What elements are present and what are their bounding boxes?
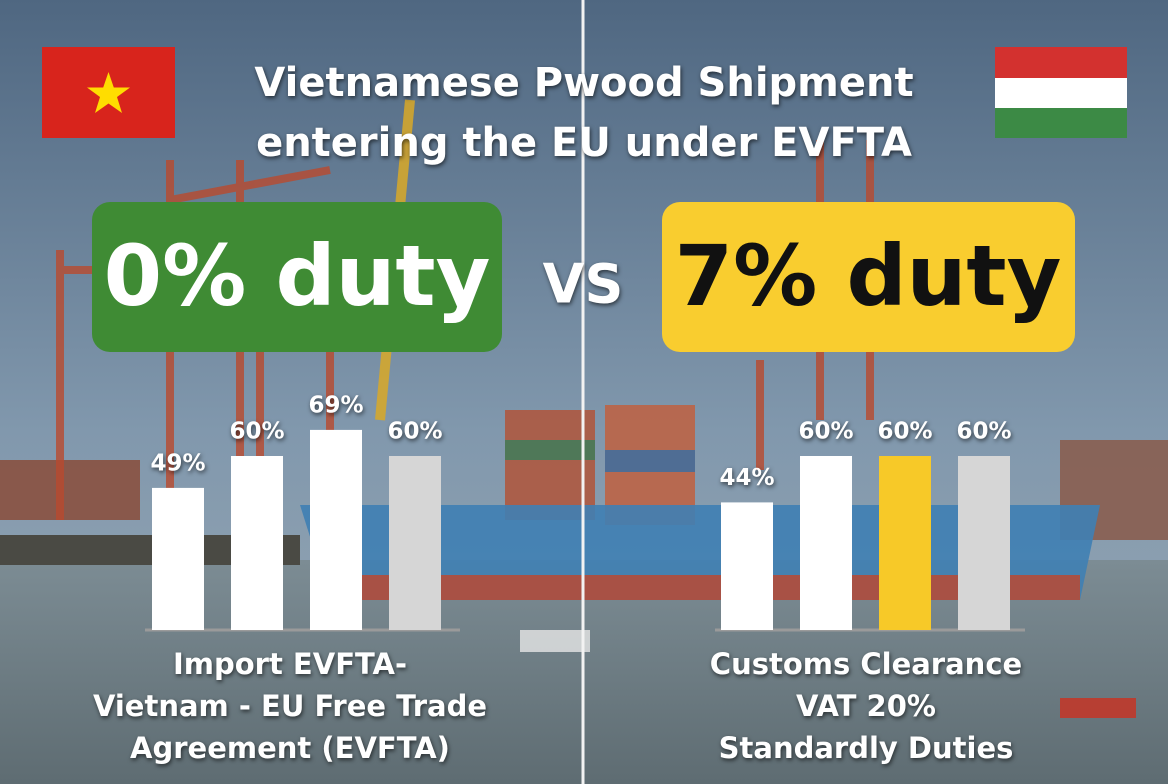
title-line: entering the EU under EVFTA — [256, 120, 912, 166]
bar — [721, 502, 773, 630]
caption-line: Vietnam - EU Free Trade — [93, 689, 487, 723]
hungary-flag — [995, 47, 1127, 138]
title-line: Vietnamese Pwood Shipment — [254, 60, 913, 106]
value-label: 49% — [150, 450, 205, 476]
vs-label: VS — [543, 253, 624, 316]
bar — [310, 429, 362, 630]
value-label: 69% — [308, 392, 363, 418]
value-label: 60% — [877, 419, 932, 445]
value-label: 60% — [956, 419, 1011, 445]
caption-line: VAT 20% — [796, 689, 936, 723]
left-badge: 0% duty — [104, 227, 491, 325]
bar — [389, 456, 441, 630]
right-badge-box — [662, 202, 1075, 352]
caption-line: Customs Clearance — [710, 647, 1022, 681]
bar — [800, 456, 852, 630]
caption-line: Import EVFTA- — [173, 647, 407, 681]
right-badge: 7% duty — [675, 227, 1062, 325]
value-label: 60% — [229, 419, 284, 445]
left-badge-box — [92, 202, 502, 352]
value-label: 60% — [798, 419, 853, 445]
caption-line: Agreement (EVFTA) — [130, 731, 450, 765]
value-label: 60% — [387, 419, 442, 445]
bar — [231, 456, 283, 630]
bar — [958, 456, 1010, 630]
bar — [152, 487, 204, 630]
caption-line: Standardly Duties — [719, 731, 1014, 765]
bar — [879, 456, 931, 630]
value-label: 44% — [719, 465, 774, 491]
vietnam-flag — [42, 47, 175, 138]
